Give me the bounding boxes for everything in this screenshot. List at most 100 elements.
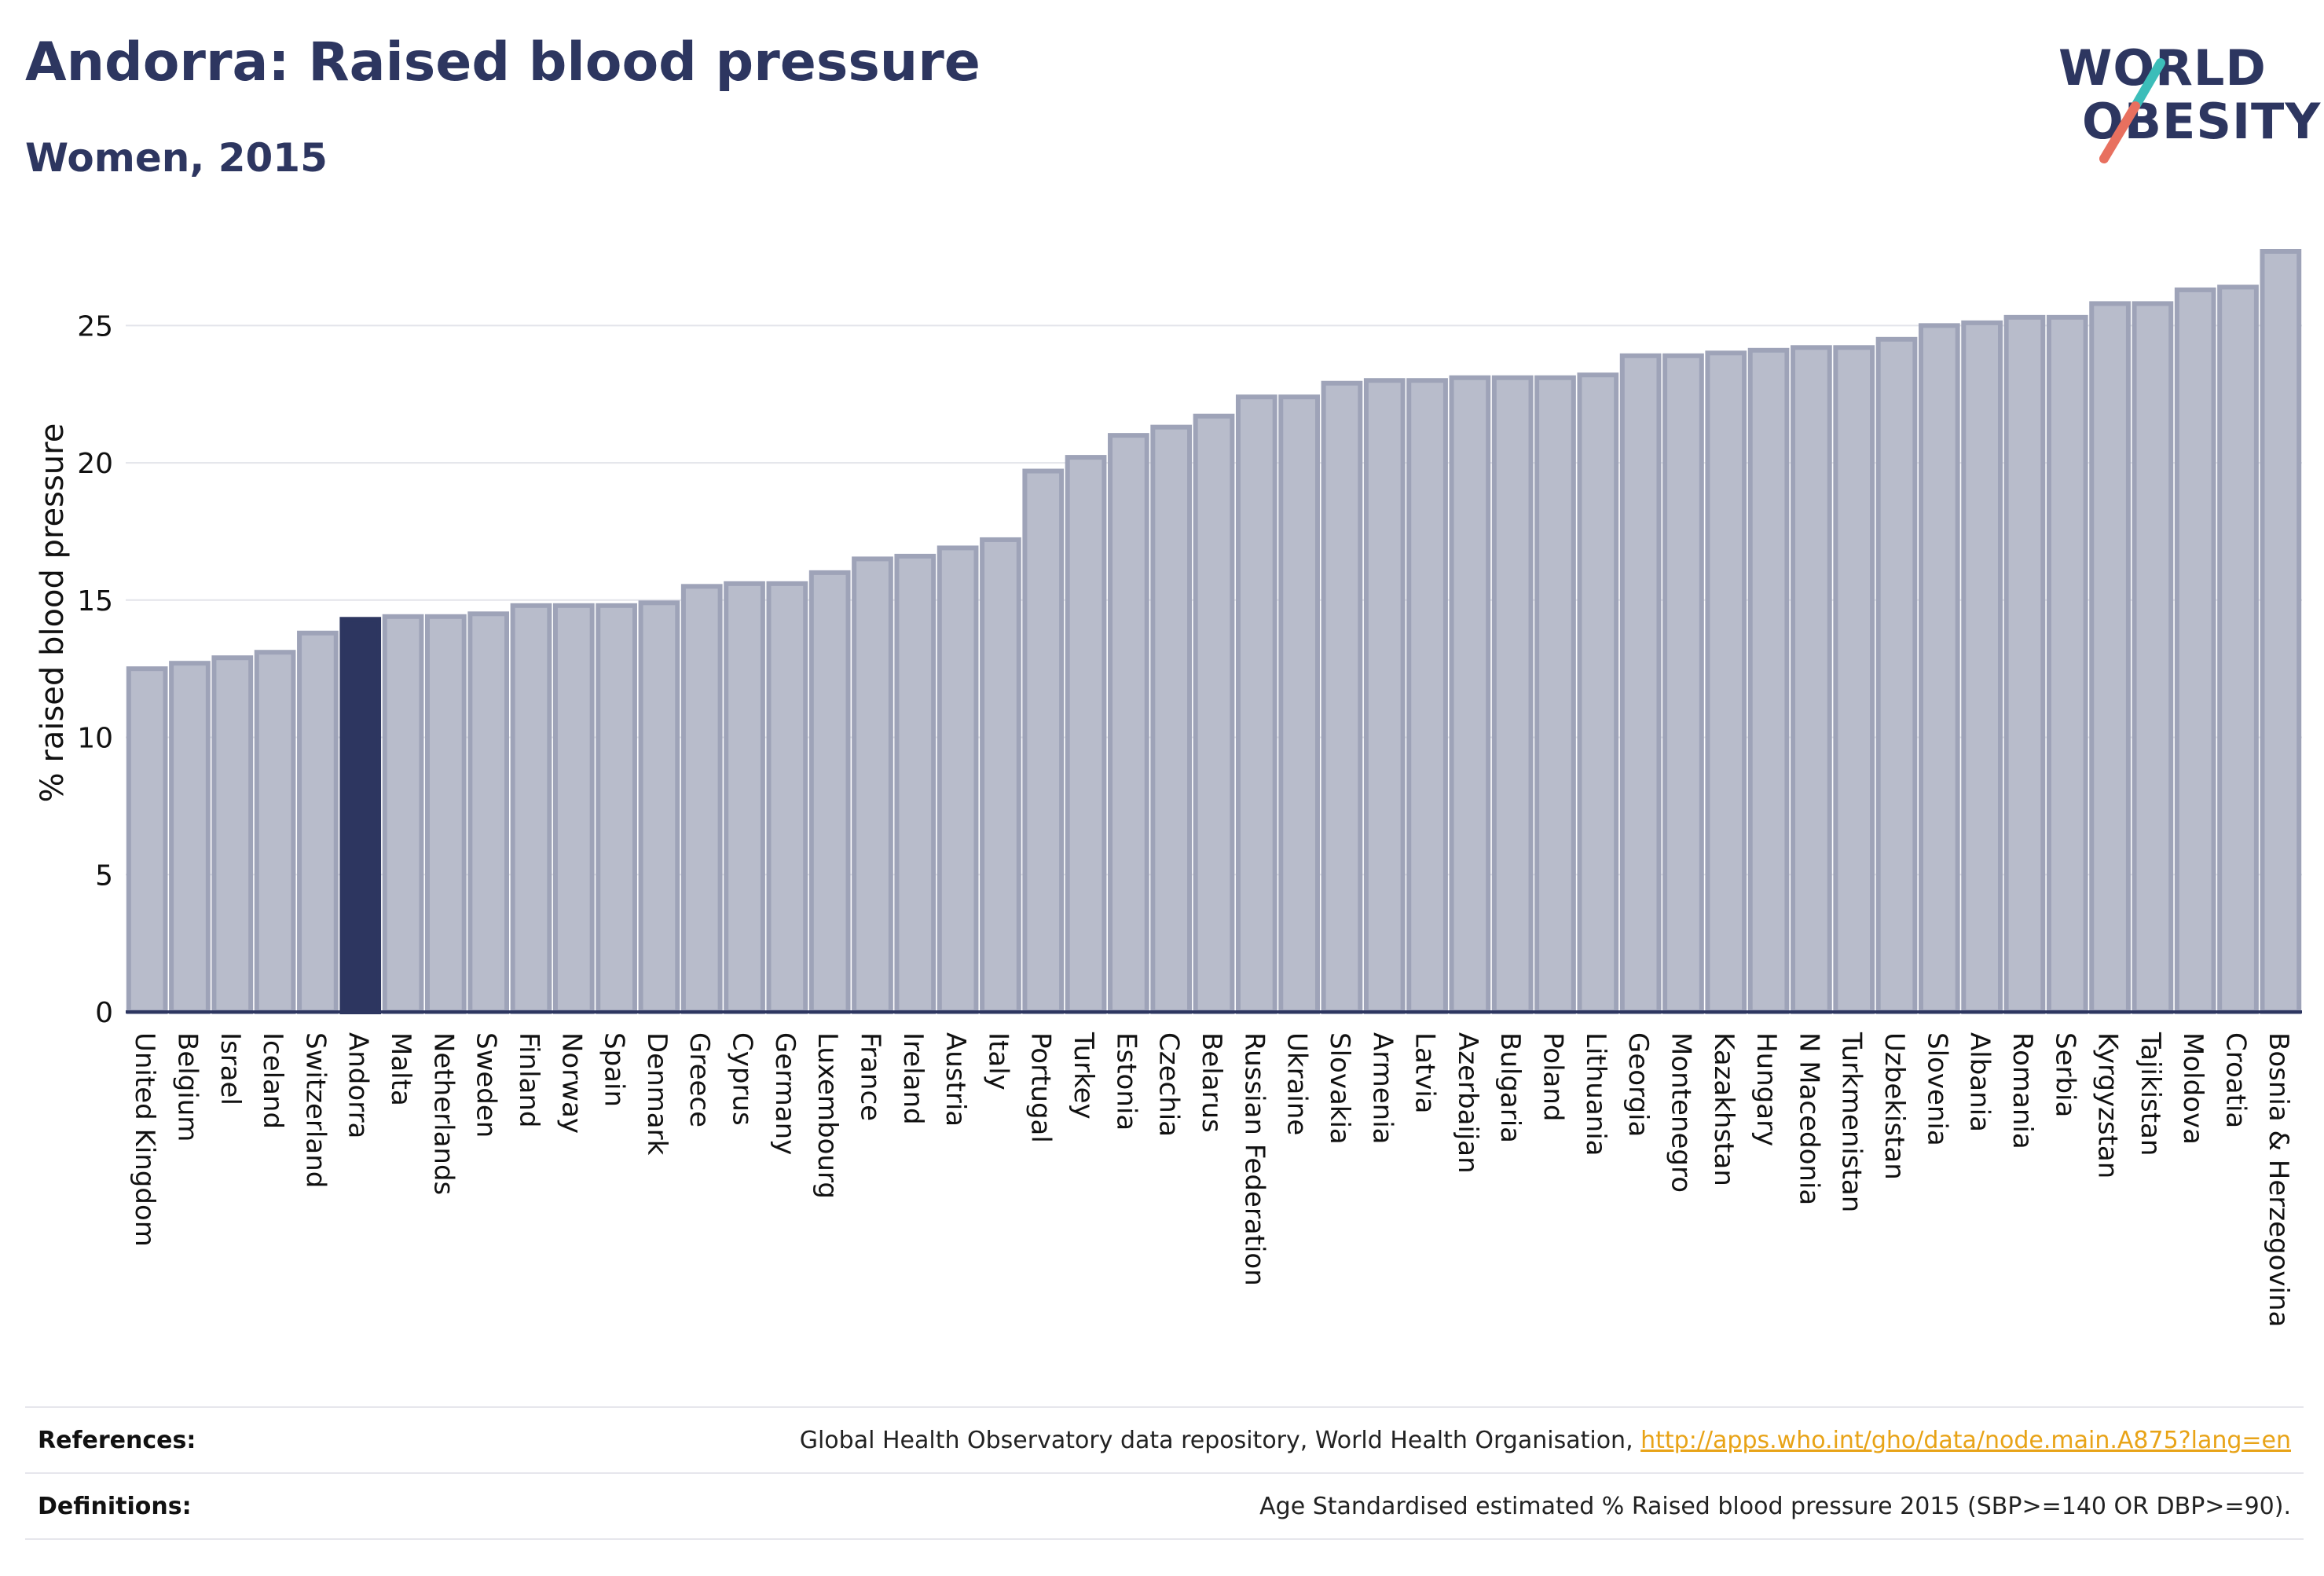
y-tick-label: 5 [95, 859, 113, 892]
x-tick-label: Germany [769, 1032, 801, 1155]
bar [1491, 375, 1534, 1014]
x-tick-label: Poland [1538, 1032, 1569, 1122]
x-tick-label: Israel [214, 1032, 246, 1105]
bar [766, 581, 808, 1014]
bar [1577, 372, 1619, 1014]
bar [1235, 394, 1277, 1014]
bar [1406, 378, 1448, 1014]
bar [510, 603, 552, 1014]
bar [1278, 394, 1320, 1014]
x-tick-label: Azerbaijan [1452, 1032, 1483, 1174]
references-row: References: Global Health Observatory da… [25, 1406, 2304, 1472]
bar [424, 614, 467, 1014]
bar [1150, 424, 1193, 1014]
x-tick-label: Armenia [1366, 1032, 1398, 1145]
bar [467, 611, 510, 1015]
bar [1662, 353, 1704, 1014]
x-tick-label: Moldova [2177, 1032, 2209, 1145]
bar [1065, 455, 1107, 1014]
chart-subtitle: Women, 2015 [25, 135, 328, 181]
footer-bottom-rule [25, 1538, 2304, 1540]
references-label: References: [38, 1427, 196, 1454]
x-tick-label: Ukraine [1281, 1032, 1313, 1135]
bar [1022, 468, 1065, 1014]
y-tick-label: 0 [95, 997, 113, 1029]
x-tick-label: Russian Federation [1238, 1032, 1270, 1286]
x-tick-label: Romania [2007, 1032, 2038, 1149]
bar [1833, 345, 1875, 1014]
x-tick-label: Luxembourg [812, 1032, 843, 1199]
bar [894, 553, 937, 1014]
bar [1961, 320, 2003, 1014]
bar [2174, 287, 2216, 1014]
x-tick-label: Malta [385, 1032, 416, 1106]
bar [126, 666, 168, 1014]
x-tick-label: Latvia [1409, 1032, 1441, 1114]
x-tick-label: Andorra [343, 1032, 374, 1138]
x-tick-label: Turkmenistan [1836, 1032, 1868, 1212]
bar [808, 570, 851, 1014]
category-labels: United Kingdom Belgium Israel Iceland Switze… [129, 1032, 2294, 1327]
x-tick-label: Belarus [1196, 1032, 1227, 1133]
bar [937, 545, 979, 1014]
bar [552, 603, 595, 1014]
bar [1193, 413, 1235, 1014]
definitions-row: Definitions: Age Standardised estimated … [25, 1472, 2304, 1538]
references-link[interactable]: http://apps.who.int/gho/data/node.main.A… [1640, 1427, 2291, 1454]
bar-chart: 0 5 10 15 20 25 United Kingdom Belgium Israel Ic… [35, 249, 2302, 1327]
x-tick-label: Hungary [1750, 1032, 1782, 1146]
bar [980, 537, 1021, 1014]
y-tick-label: 25 [77, 310, 113, 343]
references-value: Global Health Observatory data repositor… [800, 1427, 2291, 1454]
bars [126, 249, 2302, 1015]
bar [2260, 249, 2302, 1014]
x-tick-label: Switzerland [299, 1032, 331, 1188]
x-tick-label: Georgia [1622, 1032, 1654, 1137]
x-tick-label: Spain [599, 1032, 630, 1107]
x-tick-label: Iceland [257, 1032, 288, 1129]
x-tick-label: Cyprus [727, 1032, 758, 1126]
x-tick-label: Slovenia [1921, 1032, 1952, 1146]
x-tick-label: Estonia [1110, 1032, 1142, 1131]
world-obesity-logo: WORLD OBESITY [2043, 24, 2320, 165]
bar [169, 661, 211, 1015]
x-tick-label: Netherlands [427, 1032, 459, 1195]
x-tick-label: Serbia [2049, 1032, 2080, 1117]
x-tick-label: Turkey [1068, 1032, 1099, 1120]
bar [596, 603, 637, 1014]
x-tick-label: Uzbekistan [1879, 1032, 1910, 1180]
x-tick-label: Belgium [171, 1032, 203, 1142]
x-tick-label: Italy [982, 1032, 1014, 1090]
x-tick-label: Bosnia & Herzegovina [2263, 1032, 2294, 1327]
bar [1705, 350, 1747, 1015]
bar-highlight [339, 617, 382, 1014]
x-tick-label: Kyrgyzstan [2092, 1032, 2124, 1178]
x-tick-label: Greece [684, 1032, 715, 1127]
bar [1791, 345, 1832, 1014]
y-tick-label: 15 [77, 585, 113, 618]
bar [2132, 301, 2174, 1015]
x-tick-label: Kazakhstan [1708, 1032, 1739, 1186]
bar [1108, 433, 1149, 1014]
x-tick-label: Austria [940, 1032, 971, 1127]
x-tick-label: Norway [555, 1032, 587, 1134]
x-tick-label: Croatia [2220, 1032, 2252, 1128]
logo-slash-icon [2099, 58, 2165, 163]
bar [680, 584, 723, 1014]
x-tick-label: Montenegro [1665, 1032, 1696, 1193]
definitions-label: Definitions: [38, 1493, 192, 1520]
y-axis-label: % raised blood pressure [35, 423, 71, 803]
y-tick-label: 10 [77, 723, 113, 755]
x-tick-label: Lithuania [1580, 1032, 1611, 1156]
bar [382, 614, 424, 1014]
bar [1321, 380, 1363, 1015]
bar [297, 630, 339, 1015]
x-tick-label: Albania [1964, 1032, 1996, 1132]
bar [852, 556, 893, 1014]
x-tick-label: N Macedonia [1793, 1032, 1824, 1205]
bar [2046, 314, 2088, 1014]
references-text: Global Health Observatory data repositor… [799, 1427, 1641, 1454]
x-tick-label: Ireland [897, 1032, 929, 1125]
bar [2089, 301, 2131, 1015]
bar [1534, 375, 1576, 1014]
